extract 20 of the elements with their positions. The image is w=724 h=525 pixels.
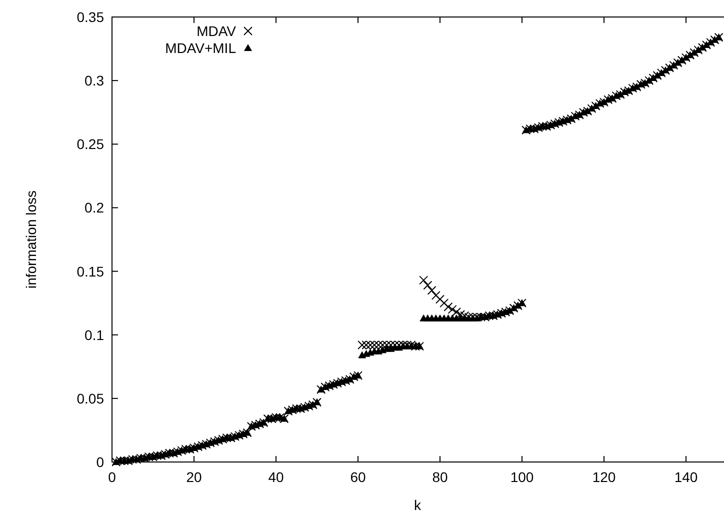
x-tick-label: 80: [432, 469, 448, 485]
legend-label: MDAV: [196, 23, 237, 39]
y-tick-label: 0: [96, 454, 104, 470]
y-axis-title: information loss: [23, 190, 39, 289]
y-tick-label: 0.15: [76, 263, 104, 280]
y-tick-label: 0.35: [76, 9, 104, 25]
y-tick-label: 0.3: [84, 72, 104, 89]
x-tick-label: 40: [268, 469, 284, 485]
y-tick-label: 0.1: [84, 326, 104, 343]
x-axis-title: k: [414, 497, 422, 513]
x-tick-label: 100: [510, 469, 534, 485]
y-tick-label: 0.05: [76, 390, 104, 406]
legend-label: MDAV+MIL: [165, 40, 236, 56]
x-tick-label: 120: [592, 469, 616, 485]
x-tick-label: 60: [350, 469, 366, 485]
x-tick-label: 0: [108, 469, 116, 485]
y-tick-label: 0.25: [76, 136, 104, 152]
y-tick-label: 0.2: [84, 200, 104, 216]
x-tick-label: 20: [186, 469, 202, 485]
x-tick-label: 140: [674, 469, 698, 485]
